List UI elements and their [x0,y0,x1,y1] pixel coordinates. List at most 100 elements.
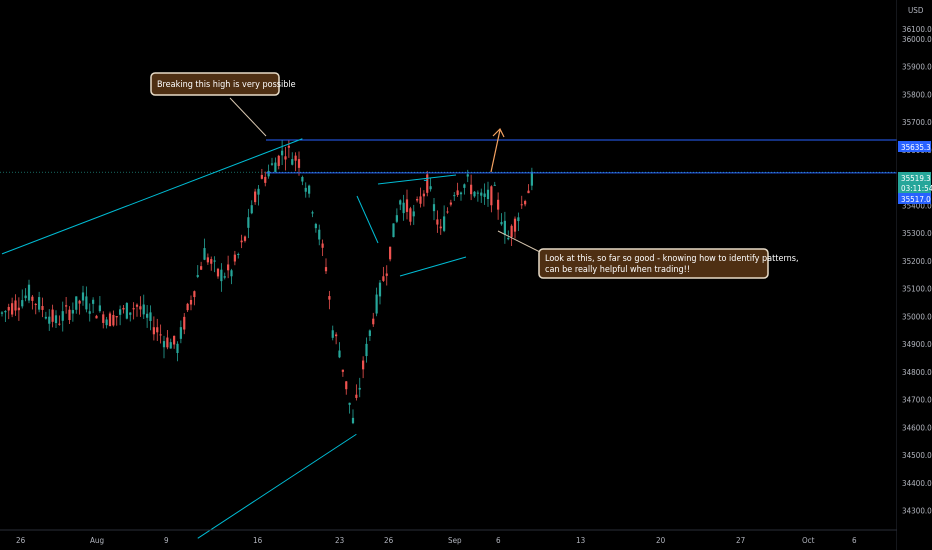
candle-body [81,292,85,301]
price-tick-label: 35700.0 [902,118,932,127]
candle-body [355,394,358,398]
time-tick-label: 6 [496,536,501,545]
candle-body [497,199,500,210]
candle-body [476,192,479,194]
candle-body [115,316,118,318]
candle-body [483,193,486,197]
candle-body [17,307,20,311]
candle-body [365,343,368,357]
annotation-breaking-high[interactable]: Breaking this high is very possible [150,72,296,137]
candle-body [513,218,517,232]
price-tag-bg [898,172,931,183]
candle-body [429,186,432,190]
candle-body [277,155,280,166]
candle-body [335,334,338,337]
candle-body [311,212,314,214]
candle-body [402,202,405,214]
candle-body [459,192,463,195]
candle-body [186,303,189,311]
time-tick-label: 26 [384,536,394,545]
price-tick-label: 34300.0 [902,507,932,516]
candle-body [416,199,419,201]
candle-body [260,174,263,179]
price-tag-bg [898,141,931,152]
candle-body [135,304,139,307]
candle-body [21,300,24,307]
candle-body [4,311,7,313]
candle-body [122,307,125,310]
price-tick-label: 34600.0 [902,423,932,432]
pattern-line [399,256,467,277]
candle-body [85,296,88,310]
candle-body [395,215,398,222]
currency-label: USD [908,6,924,15]
candle-body [422,193,425,197]
candle-body [105,319,108,326]
candle-body [274,162,277,173]
candle-body [372,318,375,325]
candle-body [419,196,422,204]
candle-body [503,220,506,235]
candle-body [243,236,247,241]
price-tag-bg [898,182,931,193]
candle-body [432,204,436,212]
candle-body [210,259,213,264]
candle-body [466,174,469,177]
price-tick-label: 35200.0 [902,257,932,266]
trend-line [197,433,357,539]
pattern-line [377,174,457,185]
candle-body [378,282,382,297]
candle-body [216,268,220,277]
time-tick-label: Sep [448,536,462,545]
candle-body [389,246,392,260]
price-axis-bg[interactable] [897,0,932,550]
drawing-lines [0,138,897,539]
candle-body [166,337,169,348]
candle-body [193,291,196,298]
candle-body [463,184,466,188]
candle-body [405,199,409,212]
candle-body [382,276,385,281]
candle-body [510,225,513,237]
candle-body [152,327,155,335]
candle-body [493,184,496,186]
candle-body [348,402,351,405]
candle-body [453,195,456,197]
time-tick-label: 16 [253,536,263,545]
price-tag-label: 35635.3 [901,143,931,152]
annotation-patterns[interactable]: Look at this, so far so good - knowing h… [497,230,799,279]
candle-body [264,176,267,183]
candle-body [375,294,378,314]
breakout-arrow [490,127,505,173]
candle-body [233,254,236,262]
candle-body [173,335,176,345]
time-tick-label: 6 [852,536,857,545]
annotation-text-line-2: can be really helpful when trading!! [545,265,690,275]
candle-body [247,217,250,228]
candle-body [338,350,341,358]
candle-body [287,145,290,148]
candle-body [490,186,493,206]
candle-body [297,159,301,168]
candle-body [284,156,287,160]
candle-body [318,229,321,240]
price-tag-label: 03:11:54 [901,184,932,193]
candle-body [314,223,317,229]
candle-body [220,269,223,282]
candle-body [227,264,230,271]
candle-body [530,171,533,186]
price-tick-label: 35300.0 [902,229,932,238]
candle-body [213,260,216,262]
candle-body [189,299,193,305]
candle-body [527,190,530,194]
candle-body [112,314,115,326]
candle-body [149,312,152,322]
candle-body [446,211,449,213]
candle-body [507,237,510,240]
candle-body [517,217,520,222]
time-axis-ticks: 26 Aug 9 16 23 26 Sep 6 13 20 27 Oct 6 [16,536,857,545]
candle-body [71,310,74,314]
candle-body [257,188,260,195]
price-tick-label: 35000.0 [902,312,932,321]
